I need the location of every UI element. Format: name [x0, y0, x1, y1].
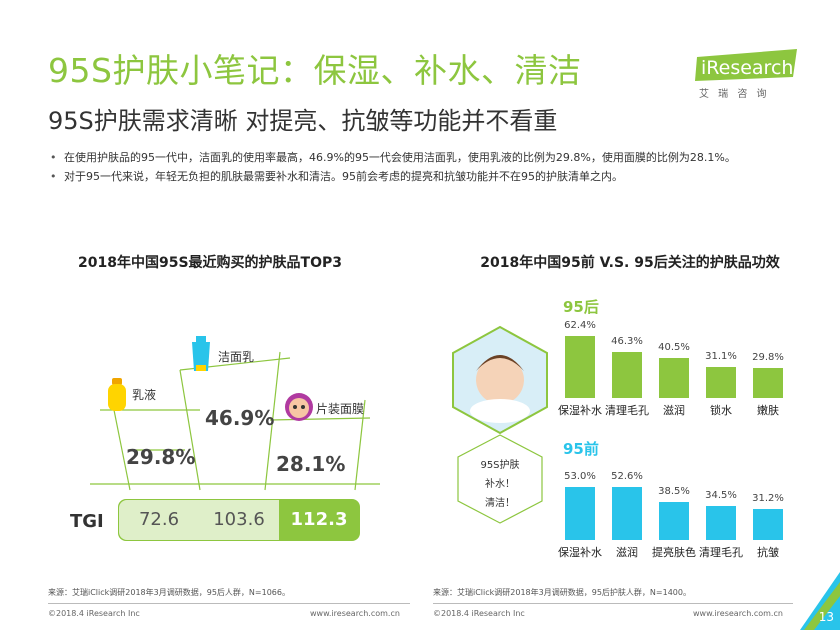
- category-label: 滋润: [616, 546, 638, 559]
- footer-divider: [48, 603, 410, 604]
- page-subtitle: 95S护肤需求清晰 对提亮、抗皱等功能并不看重: [48, 107, 558, 135]
- pct-lotion: 29.8%: [126, 445, 196, 469]
- tgi-cell-overlay: [119, 500, 199, 540]
- bar-value-label: 31.2%: [752, 492, 784, 504]
- bar-value-label: 29.8%: [752, 352, 784, 364]
- category-label: 抗皱: [757, 546, 779, 559]
- page-title: 95S护肤小笔记：保湿、补水、清洁: [48, 51, 582, 90]
- category-label: 提亮肤色: [652, 546, 696, 559]
- bar-value-label: 38.5%: [658, 485, 690, 497]
- iresearch-logo: iResearch 艾 瑞 咨 询: [693, 47, 803, 103]
- face-hexagon: [452, 325, 548, 435]
- category-label: 清理毛孔: [699, 546, 743, 559]
- page-number: 13: [818, 610, 834, 624]
- product-label-lotion: 乳液: [132, 388, 157, 402]
- logo-wordmark: iResearch: [701, 57, 793, 79]
- bar-value-label: 40.5%: [658, 341, 690, 353]
- series-label-95after: 95后: [563, 298, 599, 316]
- tgi-value: 103.6: [213, 509, 265, 530]
- source-note-right: 来源：艾瑞iClick调研2018年3月调研数据，95后护肤人群，N=1400。: [433, 588, 691, 597]
- logo-graphic: iResearch 艾 瑞 咨 询: [695, 49, 797, 100]
- source-note-left: 来源：艾瑞iClick调研2018年3月调研数据，95后人群，N=1066。: [48, 588, 290, 597]
- tgi-cell-overlay: [199, 500, 279, 540]
- corner-ribbon: [800, 572, 840, 630]
- series-label-95before: 95前: [563, 440, 599, 458]
- pct-mask: 28.1%: [276, 452, 346, 476]
- right-chart-title: 2018年中国95前 V.S. 95后关注的护肤品功效: [480, 255, 780, 271]
- footer-divider: [433, 603, 793, 604]
- bar: [612, 487, 642, 540]
- bubble-line: 清洁！: [485, 498, 515, 509]
- url-left: www.iresearch.com.cn: [310, 609, 400, 618]
- podium-lines: [90, 351, 380, 491]
- logo-subtext: 艾 瑞 咨 询: [699, 87, 770, 100]
- bar: [753, 368, 783, 398]
- bubble-line: 95S护肤: [480, 460, 520, 471]
- bar: [565, 487, 595, 540]
- bullet-list: 在使用护肤品的95一代中，洁面乳的使用率最高，46.9%的95一代会使用洁面乳，…: [48, 148, 808, 186]
- bullet-item: 对于95一代来说，年轻无负担的肌肤最需要补水和清洁。95前会考虑的提亮和抗皱功能…: [48, 167, 808, 186]
- bar: [753, 508, 783, 540]
- bar: [706, 505, 736, 540]
- bar-value-label: 46.3%: [611, 335, 643, 347]
- bar: [706, 366, 736, 398]
- bar: [659, 501, 689, 540]
- category-label: 嫩肤: [757, 404, 779, 417]
- category-label: 清理毛孔: [605, 404, 649, 417]
- bar-value-label: 31.1%: [705, 350, 737, 362]
- tgi-value: 112.3: [290, 509, 348, 530]
- bubble-text: 95S护肤 补水！ 清洁！: [454, 456, 546, 513]
- category-label: 保湿补水: [558, 404, 602, 417]
- lotion-bottle-icon: [108, 378, 126, 411]
- bar-value-label: 53.0%: [564, 471, 596, 482]
- tgi-value: 72.6: [138, 509, 180, 530]
- category-label: 保湿补水: [558, 546, 602, 559]
- bar: [565, 335, 595, 398]
- copyright-right: ©2018.4 iResearch Inc: [433, 609, 525, 618]
- bullet-item: 在使用护肤品的95一代中，洁面乳的使用率最高，46.9%的95一代会使用洁面乳，…: [48, 148, 808, 167]
- category-label: 滋润: [663, 404, 685, 417]
- tgi-label: TGI: [70, 511, 104, 532]
- bar: [659, 357, 689, 398]
- face-mask-icon: [285, 393, 313, 421]
- left-chart-title: 2018年中国95S最近购买的护肤品TOP3: [78, 255, 342, 271]
- bar-value-label: 52.6%: [611, 471, 643, 483]
- bar: [612, 351, 642, 398]
- url-right: www.iresearch.com.cn: [693, 609, 783, 618]
- bar-value-label: 62.4%: [564, 319, 596, 331]
- copyright-left: ©2018.4 iResearch Inc: [48, 609, 140, 618]
- product-label-mask: 片装面膜: [316, 402, 365, 416]
- speech-bubble: [457, 434, 543, 524]
- pct-cleanser: 46.9%: [205, 406, 275, 430]
- cleanser-tube-icon: [192, 336, 210, 371]
- product-label-cleanser: 洁面乳: [218, 350, 255, 364]
- bar-value-label: 34.5%: [705, 489, 737, 501]
- bubble-line: 补水！: [485, 479, 515, 490]
- category-label: 锁水: [710, 404, 732, 417]
